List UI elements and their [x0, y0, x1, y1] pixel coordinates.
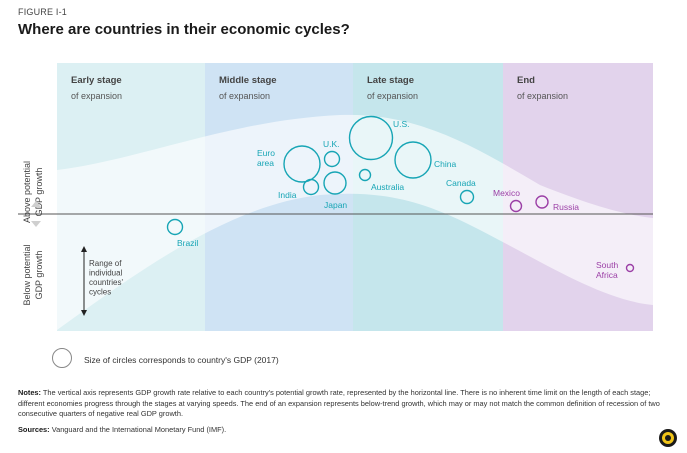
country-circle-australia — [358, 168, 372, 182]
gdp-size-legend-circle — [52, 348, 72, 368]
country-label-japan: Japan — [324, 200, 347, 210]
range-note-line-2: individual — [89, 269, 123, 278]
country-circle-u-s- — [348, 115, 394, 161]
country-circle-south-africa — [625, 263, 635, 273]
sources-text: Vanguard and the International Monetary … — [51, 425, 227, 434]
stage-subtitle-middle-stage: of expansion — [219, 91, 270, 101]
notes-label: Notes: — [18, 388, 41, 397]
range-note-line-3: countries' — [89, 278, 123, 287]
gdp-size-legend-text: Size of circles corresponds to country's… — [84, 355, 279, 365]
y-label-above-line2: GDP growth — [34, 168, 44, 217]
country-label-china: China — [434, 159, 456, 169]
sources: Sources: Vanguard and the International … — [18, 425, 226, 434]
country-circle-u-k- — [323, 150, 341, 168]
country-label-u-s-: U.S. — [393, 119, 410, 129]
range-of-cycles-band — [57, 114, 653, 330]
country-label-euro-area-line1: Euro — [257, 148, 275, 158]
country-label-u-k-: U.K. — [323, 139, 340, 149]
country-label-russia: Russia — [553, 202, 579, 212]
stage-title-middle-stage: Middle stage — [219, 75, 277, 86]
stage-subtitle-early-stage: of expansion — [71, 91, 122, 101]
range-note-line-4: cycles — [89, 288, 111, 297]
arrow-down-icon — [31, 221, 41, 227]
country-label-india: India — [278, 190, 297, 200]
range-note-line-1: Range of — [89, 259, 122, 268]
stage-subtitle-end: of expansion — [517, 91, 568, 101]
range-arrow-down-icon — [81, 310, 87, 316]
y-label-below-line2: GDP growth — [34, 251, 44, 300]
country-label-australia: Australia — [371, 182, 404, 192]
vanguard-logo-icon — [659, 429, 677, 447]
country-label-brazil: Brazil — [177, 238, 198, 248]
arrow-up-icon — [31, 201, 41, 207]
country-label-mexico: Mexico — [493, 188, 520, 198]
stage-title-early-stage: Early stage — [71, 75, 122, 86]
country-circle-mexico — [509, 199, 523, 213]
country-circle-canada — [459, 189, 475, 205]
country-label-euro-area-line2: area — [257, 158, 274, 168]
country-circle-japan — [323, 171, 347, 195]
country-label-south-africa-line2: Africa — [596, 270, 618, 280]
stage-title-end: End — [517, 75, 535, 86]
stage-title-late-stage: Late stage — [367, 75, 414, 86]
country-label-canada: Canada — [446, 178, 476, 188]
y-label-above-line1: Above potential — [22, 161, 32, 223]
notes-text: The vertical axis represents GDP growth … — [18, 388, 660, 418]
country-circle-russia — [535, 195, 549, 209]
country-circle-china — [394, 141, 432, 179]
country-circle-euro-area — [283, 145, 321, 183]
chart-title: Where are countries in their economic cy… — [18, 21, 350, 38]
y-label-below-line1: Below potential — [22, 244, 32, 305]
economic-cycle-chart: Early stage of expansion Middle stage of ex… — [18, 63, 653, 331]
country-circle-brazil — [166, 218, 184, 236]
notes: Notes: The vertical axis represents GDP … — [18, 388, 668, 420]
country-label-south-africa-line1: South — [596, 260, 618, 270]
figure-label: FIGURE I-1 — [18, 7, 68, 17]
range-arrow-up-icon — [81, 246, 87, 252]
sources-label: Sources: — [18, 425, 50, 434]
stage-subtitle-late-stage: of expansion — [367, 91, 418, 101]
